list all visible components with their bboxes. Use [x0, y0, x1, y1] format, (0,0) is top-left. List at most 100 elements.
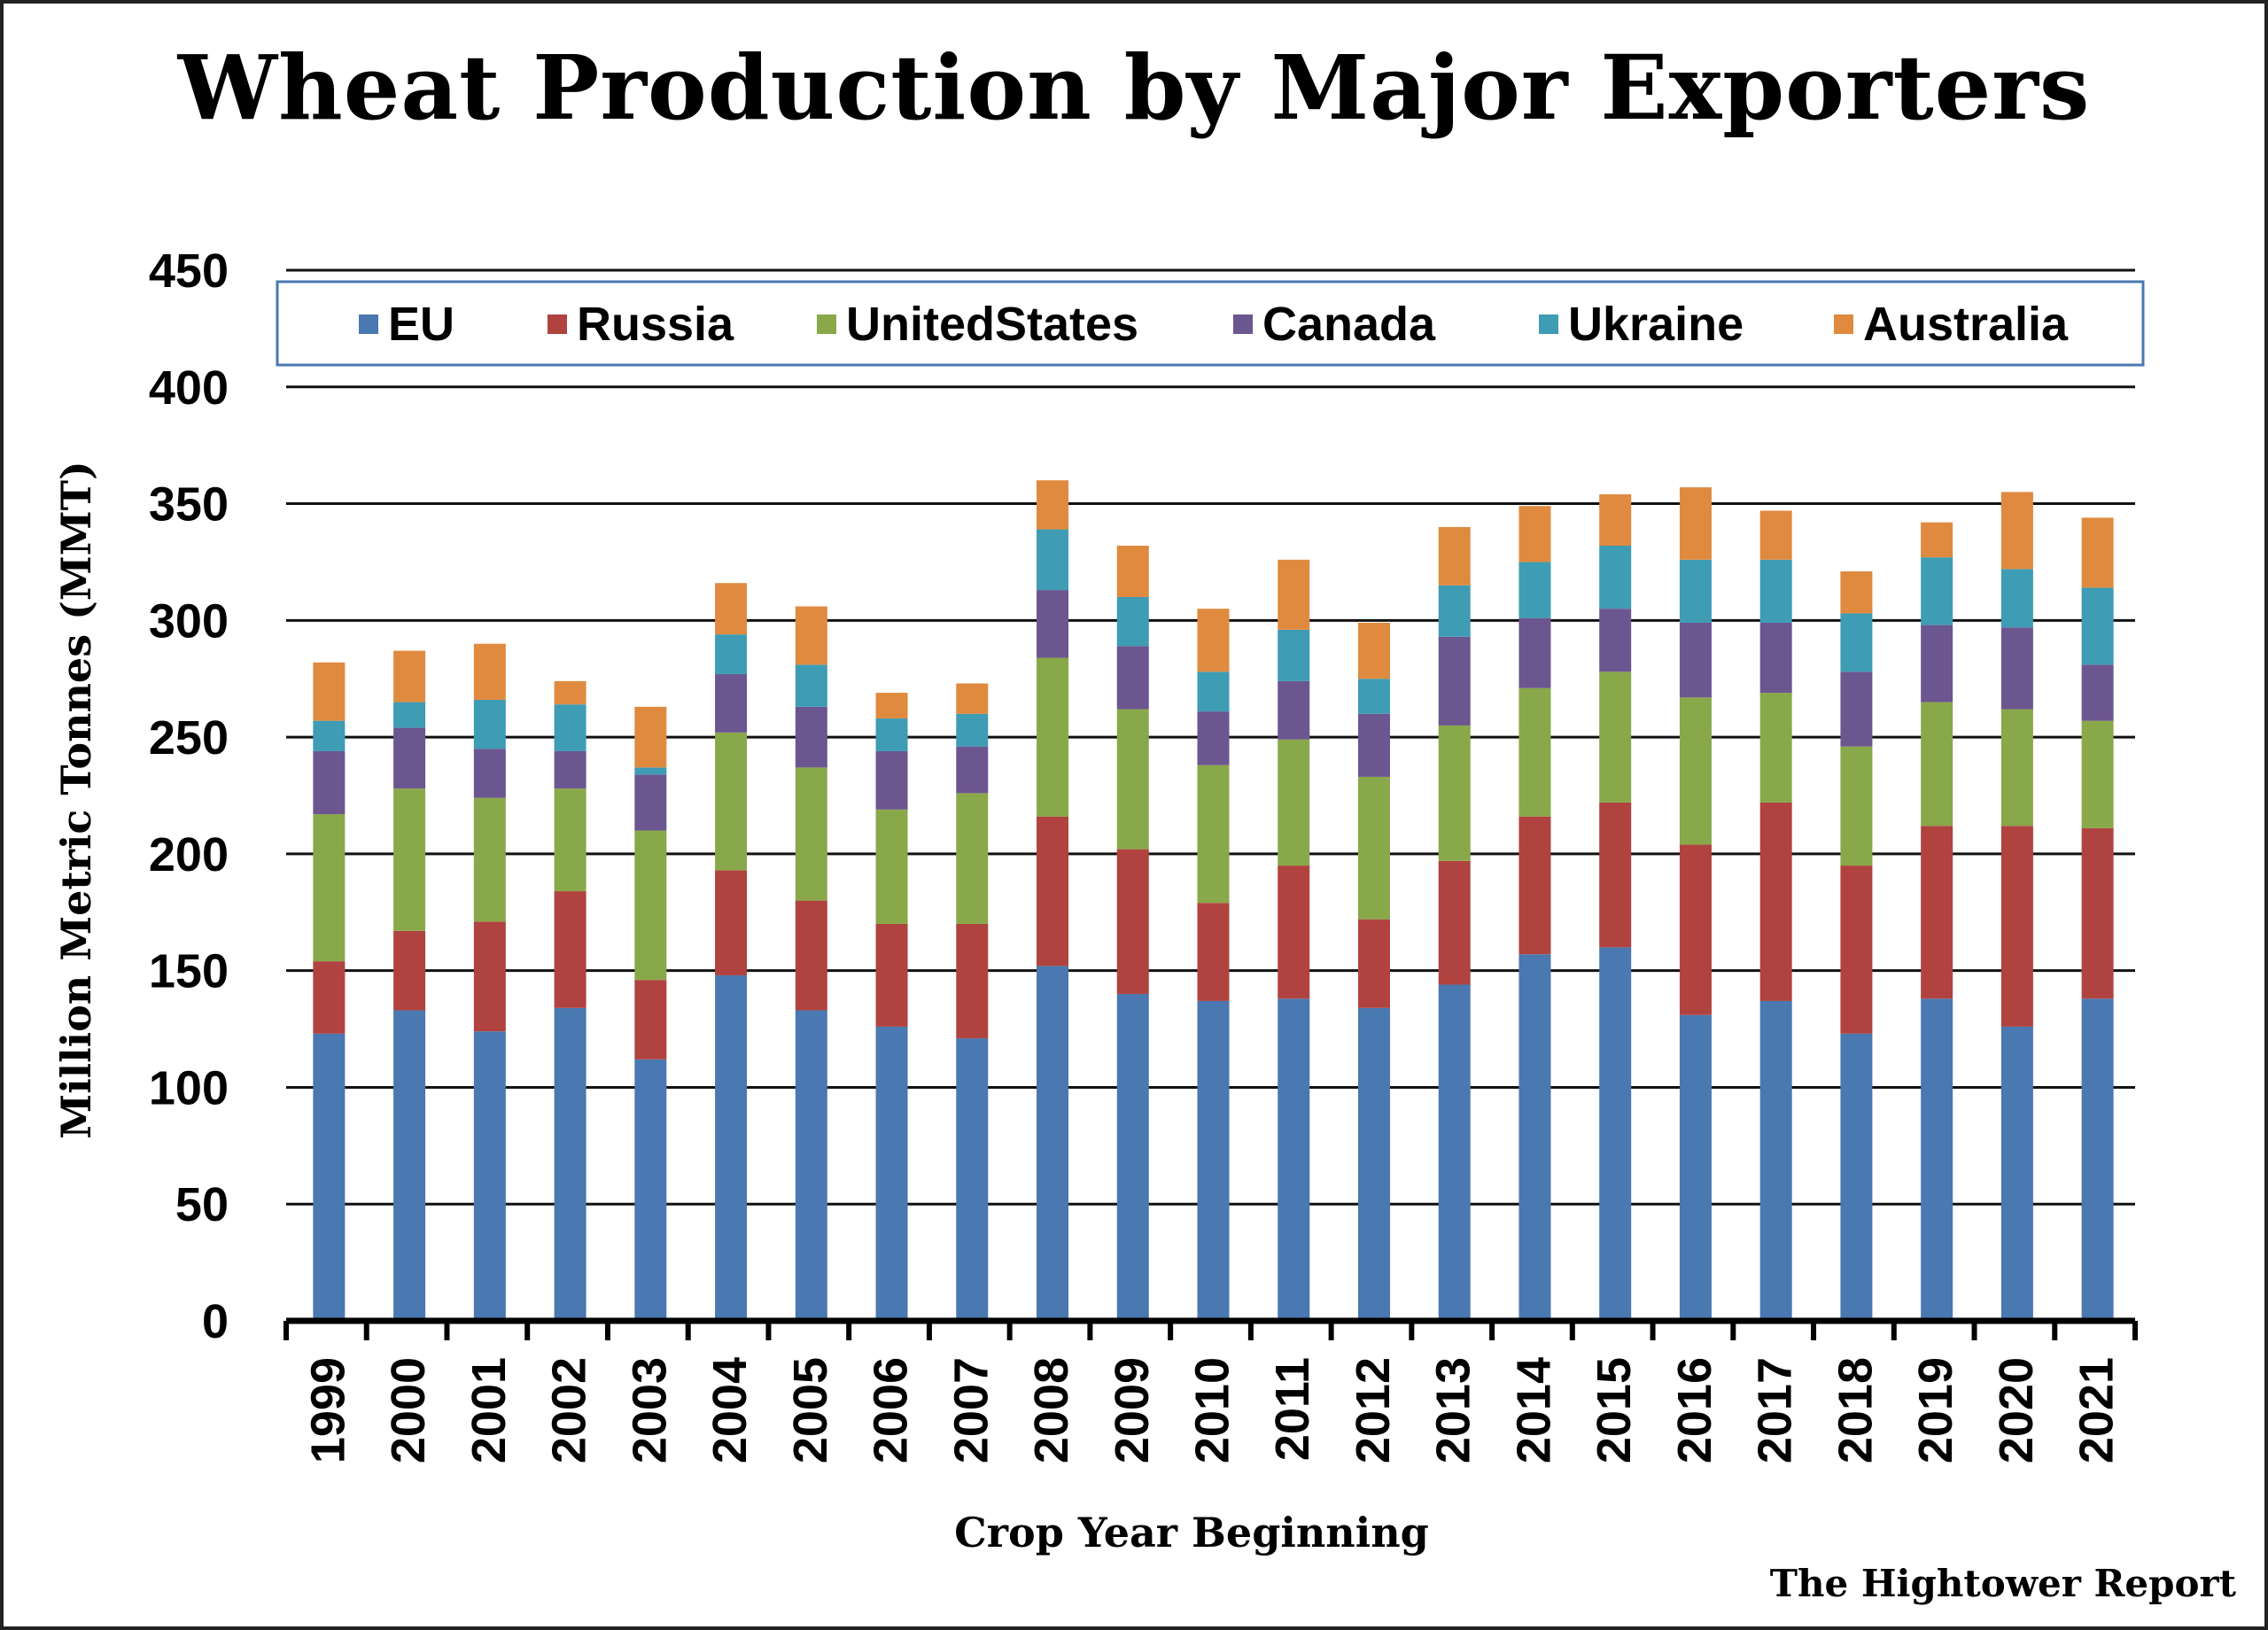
bar-segment-unitedstates-2012 [1357, 776, 1390, 920]
bar-segment-unitedstates-2019 [1921, 702, 1953, 827]
bar-segment-unitedstates-2010 [1197, 765, 1230, 904]
bar-segment-unitedstates-2014 [1518, 687, 1551, 817]
bar-stack-2019 [1921, 522, 1953, 1321]
y-tick-label: 0 [202, 1295, 229, 1348]
bar-stack-2016 [1679, 487, 1712, 1321]
bar-stack-2009 [1116, 545, 1149, 1321]
bar-stack-2003 [634, 706, 667, 1321]
bar-stack-2001 [473, 643, 506, 1321]
bar-segment-russia-2016 [1679, 844, 1712, 1015]
legend-swatch-canada [1233, 314, 1253, 334]
bar-segment-eu-2009 [1116, 994, 1149, 1321]
bar-segment-australia-2006 [875, 693, 908, 719]
legend: EU Russia UnitedStates Canada Ukraine Austral… [276, 280, 2145, 367]
legend-label-russia: Russia [577, 298, 734, 351]
source-note: The Hightower Report [1769, 1562, 2236, 1605]
bar-segment-ukraine-2000 [393, 702, 426, 728]
bar-segment-australia-2008 [1037, 480, 1069, 530]
x-tick-label: 2018 [1829, 1357, 1882, 1463]
bar-segment-russia-2014 [1518, 816, 1551, 955]
bar-segment-ukraine-2021 [2081, 587, 2114, 665]
bar-segment-canada-2020 [2000, 627, 2033, 710]
y-tick-label: 250 [149, 711, 229, 765]
bar-segment-russia-2020 [2000, 826, 2033, 1027]
x-tick-label: 2006 [865, 1357, 918, 1463]
y-tick-label: 200 [149, 828, 229, 881]
bar-segment-canada-2000 [393, 727, 426, 789]
bars [313, 480, 2114, 1321]
bar-segment-eu-2016 [1679, 1014, 1712, 1321]
x-tick-label: 2011 [1266, 1357, 1319, 1461]
bar-segment-unitedstates-2015 [1599, 671, 1632, 803]
bar-segment-russia-2019 [1921, 826, 1953, 999]
y-axis-title: Million Metric Tonnes (MMT) [52, 461, 100, 1138]
bar-segment-eu-2014 [1518, 954, 1551, 1321]
x-tick-label: 2019 [1909, 1357, 1962, 1463]
bar-segment-australia-2017 [1759, 510, 1792, 560]
bar-segment-unitedstates-2013 [1438, 725, 1471, 861]
x-tick-label: 2003 [623, 1357, 676, 1463]
bar-segment-unitedstates-2007 [956, 793, 989, 924]
bar-segment-russia-2004 [715, 870, 748, 975]
bar-segment-ukraine-1999 [313, 720, 346, 751]
bar-segment-eu-2008 [1037, 966, 1069, 1321]
bar-segment-australia-2011 [1278, 559, 1310, 630]
x-tick-label: 2021 [2070, 1357, 2124, 1463]
legend-swatch-unitedstates [817, 314, 836, 334]
bar-segment-australia-2007 [956, 683, 989, 714]
bar-segment-eu-2010 [1197, 1000, 1230, 1321]
y-tick-label: 150 [149, 945, 229, 998]
bar-segment-eu-2000 [393, 1010, 426, 1321]
bar-segment-eu-2019 [1921, 998, 1953, 1321]
bar-segment-ukraine-2008 [1037, 529, 1069, 591]
bar-segment-russia-2005 [795, 900, 827, 1011]
bar-segment-unitedstates-2021 [2081, 720, 2114, 828]
bar-segment-unitedstates-2002 [554, 788, 586, 892]
bar-segment-eu-2003 [634, 1059, 667, 1321]
bar-segment-canada-2002 [554, 750, 586, 789]
bar-segment-australia-1999 [313, 662, 346, 721]
legend-swatch-eu [359, 314, 378, 334]
legend-swatch-russia [548, 314, 567, 334]
bar-segment-russia-2010 [1197, 903, 1230, 1001]
bar-stack-2021 [2081, 517, 2114, 1321]
bar-segment-australia-2014 [1518, 506, 1551, 563]
bar-segment-canada-2013 [1438, 636, 1471, 726]
bar-segment-russia-2007 [956, 923, 989, 1039]
bar-segment-ukraine-2016 [1679, 559, 1712, 623]
x-tick-label: 2016 [1668, 1357, 1721, 1463]
bar-segment-unitedstates-2006 [875, 809, 908, 924]
bar-segment-russia-2017 [1759, 802, 1792, 1001]
bar-segment-eu-2004 [715, 974, 748, 1321]
x-axis-title: Crop Year Beginning [954, 1509, 1429, 1556]
x-tick-label: 2001 [462, 1357, 516, 1463]
bar-segment-australia-2012 [1357, 622, 1390, 679]
bar-segment-canada-2004 [715, 673, 748, 733]
chart-title: Wheat Production by Major Exporters [177, 35, 2091, 140]
x-tick-label: 2005 [784, 1357, 837, 1463]
bar-segment-ukraine-2020 [2000, 569, 2033, 628]
bar-segment-canada-2003 [634, 774, 667, 831]
bar-segment-australia-2005 [795, 606, 827, 665]
bar-segment-russia-2011 [1278, 865, 1310, 999]
x-tick-label: 2015 [1588, 1357, 1641, 1463]
y-tick-label: 50 [175, 1178, 229, 1231]
bar-segment-unitedstates-2011 [1278, 739, 1310, 866]
bar-segment-australia-2016 [1679, 487, 1712, 560]
bar-stack-2013 [1438, 526, 1471, 1321]
bar-segment-ukraine-2017 [1759, 559, 1792, 623]
bar-segment-australia-2021 [2081, 517, 2114, 588]
y-tick-label: 100 [149, 1061, 229, 1114]
bar-segment-eu-2011 [1278, 998, 1310, 1321]
bar-stack-2004 [715, 583, 748, 1321]
bar-segment-ukraine-2018 [1840, 613, 1873, 672]
bar-segment-australia-2019 [1921, 522, 1953, 558]
bar-segment-australia-2009 [1116, 545, 1149, 597]
bar-segment-eu-1999 [313, 1033, 346, 1321]
bar-segment-russia-1999 [313, 961, 346, 1034]
bar-segment-unitedstates-2008 [1037, 657, 1069, 817]
bar-stack-1999 [313, 662, 346, 1321]
bar-segment-australia-2004 [715, 583, 748, 635]
bar-segment-russia-2015 [1599, 802, 1632, 948]
bar-segment-canada-2015 [1599, 609, 1632, 672]
